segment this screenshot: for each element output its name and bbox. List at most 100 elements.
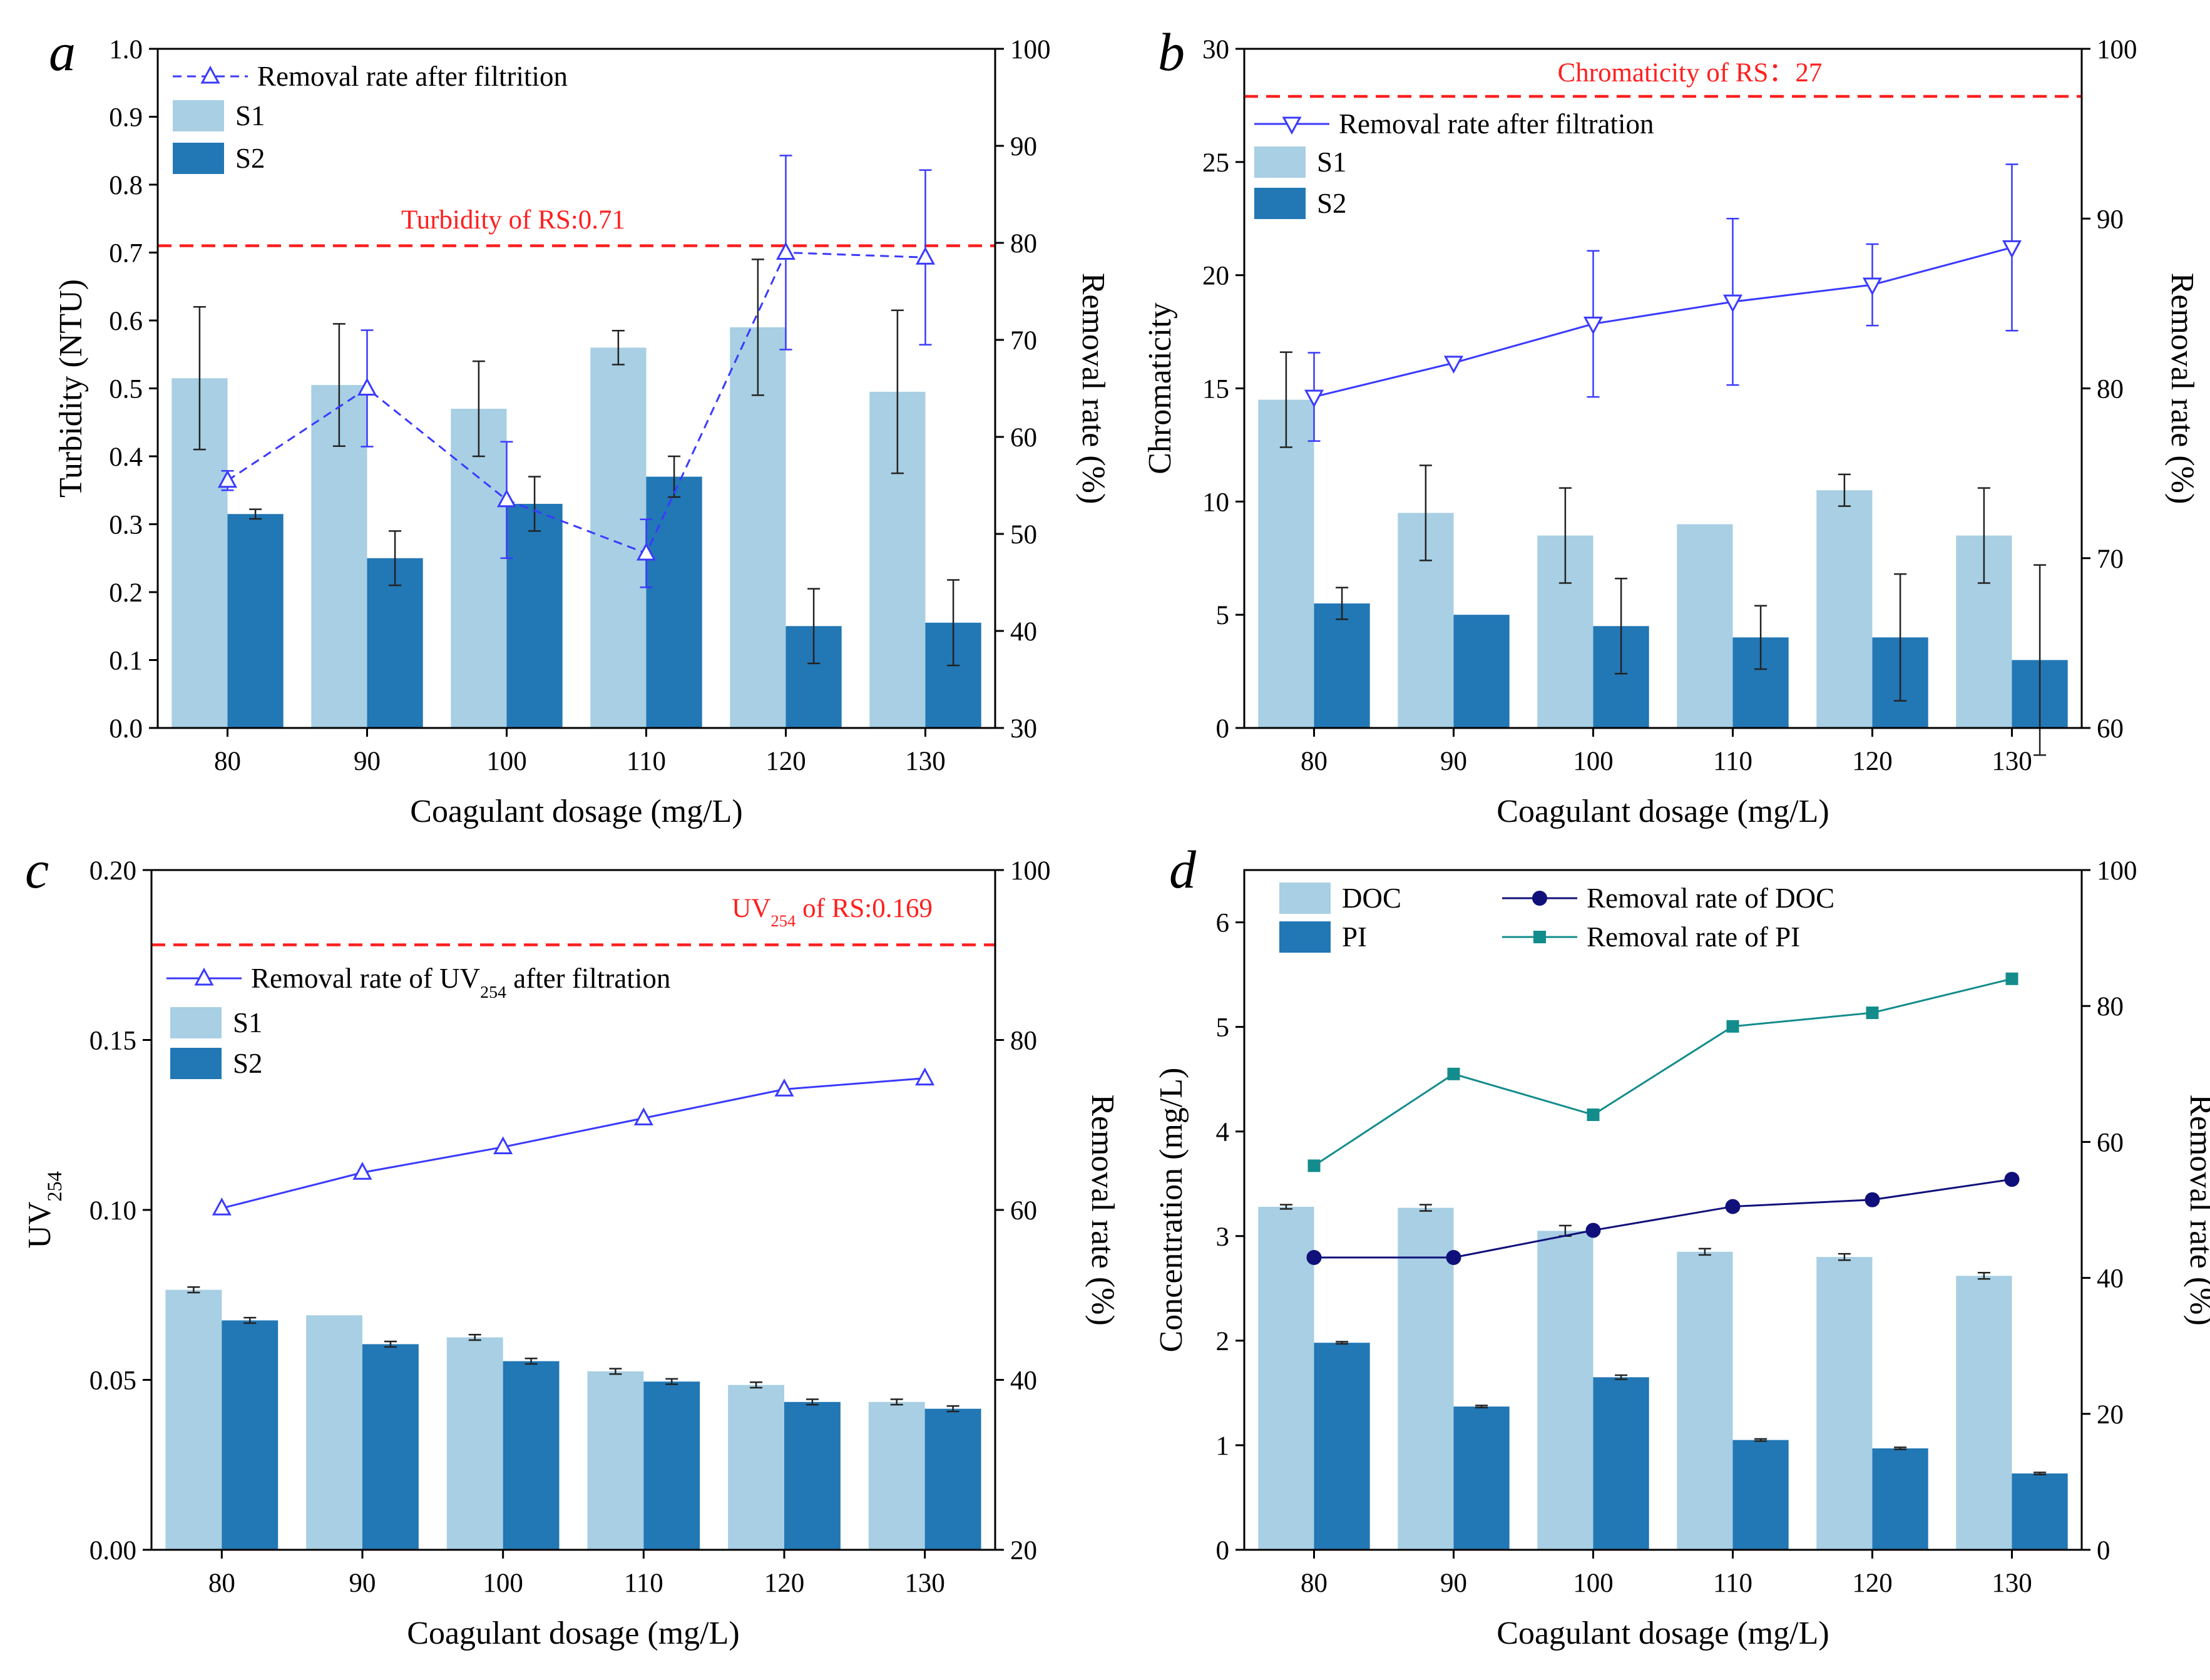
panel-d-line-0-point-130: [2004, 1172, 2020, 1187]
panel-d-xtick-label: 130: [1992, 1569, 2032, 1598]
panel-d-legend-marker: [1533, 931, 1546, 943]
panel-d-ytick-label: 4: [1216, 1118, 1230, 1147]
panel-c-line-0-point-120: [774, 1078, 794, 1097]
panel-a-ytick-label: 0.3: [109, 511, 143, 540]
panel-c-reference-label-part: UV: [732, 894, 770, 923]
panel-d-ylabel-right: Removal rate (%): [2183, 1094, 2210, 1326]
panel-b-legend-swatch: [1254, 188, 1306, 219]
panel-c-line-0-point-80: [212, 1197, 232, 1216]
panel-c-uv254-chart: UV254 of RS:0.1690.000.050.100.150.20204…: [22, 839, 1120, 1651]
panel-a-legend-swatch: [173, 143, 224, 174]
panel-b-legend-label: Removal rate after filtration: [1339, 108, 1654, 140]
panel-a-ytick-right-label: 30: [1010, 714, 1037, 744]
panel-d-bar-doc-120: [1816, 1257, 1873, 1550]
panel-b-line-0-point-110: [1722, 294, 1743, 313]
panel-a-ytick-right-label: 90: [1010, 132, 1037, 161]
panel-a-reference-label: Turbidity of RS:0.71: [401, 205, 625, 235]
panel-b-line-0-point-90: [1443, 356, 1464, 374]
panel-d-legend-swatch: [1279, 921, 1331, 953]
panel-c-ytick-right-label: 80: [1010, 1027, 1037, 1056]
panel-c-ylabel-part: 254: [43, 1171, 66, 1201]
panel-c-bar-s2-100: [503, 1361, 560, 1550]
panel-c-bar-s1-80: [165, 1289, 222, 1550]
panel-b-line-0-point-100: [1583, 316, 1604, 335]
panel-d-ytick-right-label: 0: [2097, 1536, 2110, 1565]
panel-c-legend-label: S2: [233, 1048, 263, 1079]
panel-d-line-0-point-110: [1725, 1199, 1741, 1214]
panel-d-ytick-right-label: 40: [2097, 1264, 2124, 1294]
panel-c-bar-s2-110: [643, 1381, 700, 1550]
panel-d-bar-pi-120: [1872, 1448, 1928, 1550]
panel-a-ytick-right-label: 70: [1010, 326, 1037, 356]
panel-b-bar-s2-90: [1453, 615, 1510, 728]
panel-d-legend-label: PI: [1342, 921, 1367, 953]
panel-c-legend-swatch: [170, 1007, 222, 1038]
panel-b-ytick-right-label: 80: [2097, 375, 2124, 404]
panel-a-ytick-right-label: 50: [1010, 520, 1037, 550]
panel-b-ytick-label: 5: [1216, 601, 1230, 630]
panel-c-legend-label-part: after filtration: [506, 963, 670, 994]
panel-a-xlabel: Coagulant dosage (mg/L): [410, 794, 742, 829]
panel-d-xtick-label: 80: [1301, 1569, 1328, 1598]
panel-d-line-1-point-80: [1307, 1159, 1321, 1172]
panel-d-ytick-label: 1: [1216, 1432, 1230, 1461]
panel-a-bar-s2-90: [367, 558, 423, 728]
panel-d-bar-doc-110: [1677, 1251, 1733, 1550]
panel-a-xtick-label: 120: [765, 747, 806, 776]
panel-d-line-0: [1314, 1178, 2012, 1259]
panel-c-xtick-label: 120: [764, 1569, 805, 1598]
panel-c-legend-marker: [194, 967, 214, 986]
panel-a-bar-s2-110: [646, 476, 702, 728]
panel-d-legend-label: Removal rate of PI: [1587, 921, 1800, 953]
panel-a-ylabel-right: Removal rate (%): [1075, 273, 1111, 505]
panel-d-bar-pi-90: [1453, 1406, 1510, 1550]
panel-b-xlabel: Coagulant dosage (mg/L): [1496, 794, 1829, 829]
panel-d-bar-doc-80: [1258, 1206, 1314, 1550]
panel-a-line-0-point-130: [915, 247, 936, 265]
panel-d-ytick-label: 5: [1216, 1013, 1230, 1043]
panel-a-ytick-label: 0.4: [109, 443, 143, 472]
panel-d-line-1-point-120: [1866, 1006, 1879, 1020]
panel-b-ytick-right-label: 60: [2097, 714, 2124, 744]
panel-c-ytick-right-label: 40: [1010, 1366, 1037, 1396]
panel-d-line-1: [1313, 978, 2012, 1167]
panel-c-line-0-point-90: [352, 1162, 372, 1180]
panel-b-legend-swatch: [1254, 146, 1306, 178]
panel-a-bar-s2-100: [506, 503, 563, 728]
panel-d-line-1-point-90: [1447, 1067, 1460, 1080]
panel-d-line-1-point-130: [2005, 972, 2018, 985]
panel-b-bar-s1-110: [1677, 524, 1733, 728]
panel-d-line-1-point-110: [1726, 1020, 1739, 1033]
panel-a-legend-swatch: [173, 100, 224, 131]
panel-c-bar-s1-130: [868, 1401, 925, 1550]
panel-b-ytick-right-label: 100: [2097, 35, 2137, 64]
panel-b-bar-s1-120: [1816, 490, 1873, 728]
panel-c-ylabel-part: UV: [22, 1202, 58, 1249]
panel-a-ytick-label: 1.0: [109, 35, 143, 64]
panel-a-ytick-right-label: 80: [1010, 229, 1037, 259]
panel-b-xtick-label: 110: [1713, 747, 1752, 776]
panel-b-ytick-label: 0: [1216, 714, 1230, 744]
panel-a-bar-s2-80: [227, 514, 284, 728]
panel-c-bar-s2-130: [924, 1408, 981, 1550]
panel-c-bar-s1-100: [446, 1337, 503, 1550]
panel-d-bar-doc-100: [1537, 1231, 1594, 1550]
panel-c-reference-label: UV254 of RS:0.169: [732, 894, 933, 930]
panel-d-line-0-point-80: [1306, 1250, 1322, 1266]
panel-a-legend-label: S2: [235, 143, 265, 174]
panel-c-ytick-right-label: 20: [1010, 1536, 1037, 1565]
panel-d-legend-label: Removal rate of DOC: [1587, 883, 1834, 914]
panel-d-legend-marker: [1532, 891, 1547, 906]
panel-c-legend-label-part: Removal rate of UV: [251, 963, 480, 994]
panel-c-ylabel: UV254: [22, 1171, 66, 1248]
panel-b-ytick-label: 25: [1202, 148, 1229, 178]
panel-c-ytick-right-label: 60: [1010, 1196, 1037, 1226]
panel-b-ytick-label: 15: [1202, 375, 1229, 404]
panel-b-legend-label: S1: [1317, 146, 1347, 178]
panel-b-letter: b: [1158, 22, 1185, 82]
panel-c-line-0: [221, 1077, 925, 1209]
panel-b-ytick-right-label: 90: [2097, 205, 2124, 234]
panel-a-ylabel: Turbidity (NTU): [53, 279, 89, 498]
panel-d-letter: d: [1169, 839, 1197, 899]
